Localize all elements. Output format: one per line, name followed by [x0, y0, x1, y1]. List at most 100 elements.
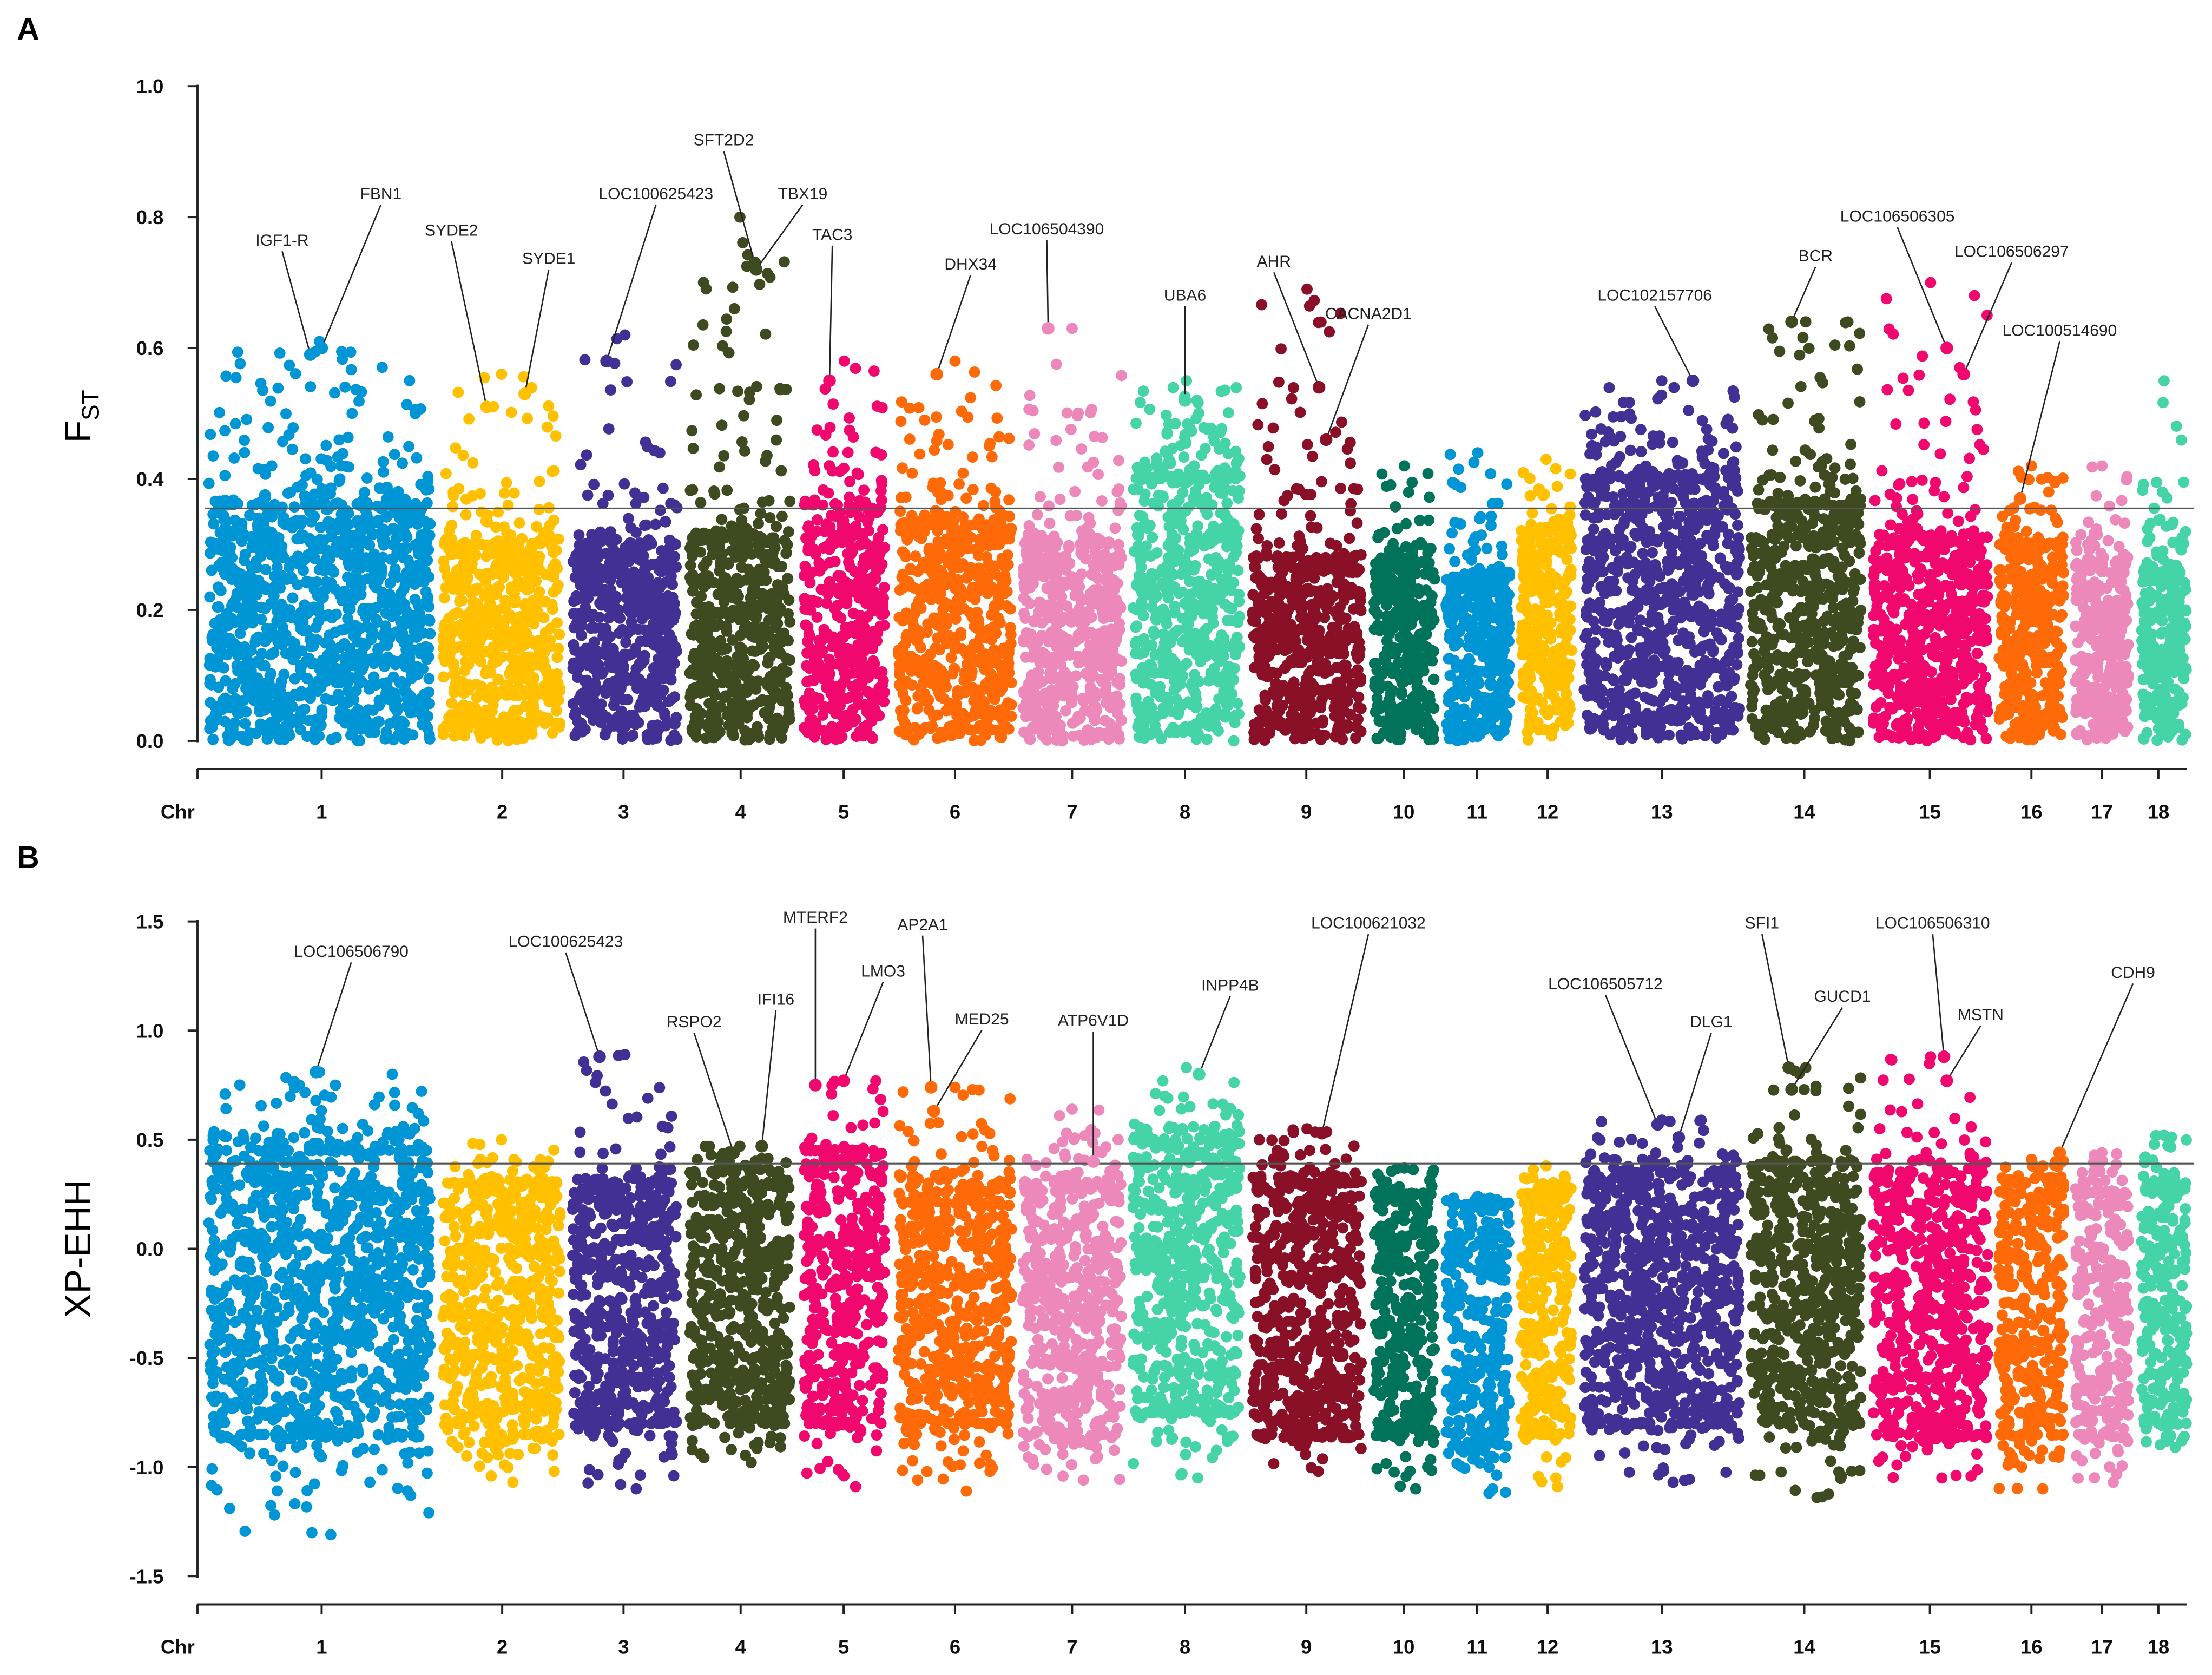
- data-point: [523, 636, 535, 648]
- data-point: [1024, 733, 1035, 745]
- data-point: [722, 710, 733, 721]
- data-point: [550, 430, 562, 442]
- data-point: [628, 594, 640, 606]
- data-point: [1205, 667, 1217, 679]
- data-point: [741, 574, 752, 586]
- data-point: [487, 658, 499, 669]
- data-point: [412, 608, 423, 620]
- data-point: [825, 688, 837, 700]
- data-point: [910, 550, 921, 562]
- data-point: [626, 538, 637, 549]
- data-point: [394, 721, 406, 733]
- data-point: [712, 654, 723, 666]
- data-point: [575, 459, 587, 471]
- data-point: [1103, 536, 1115, 548]
- data-point: [871, 400, 883, 412]
- data-point: [576, 573, 588, 584]
- data-point: [554, 628, 565, 640]
- data-point: [750, 586, 762, 598]
- data-point: [1078, 655, 1090, 667]
- data-point: [800, 619, 812, 631]
- data-point: [458, 699, 469, 711]
- data-point: [957, 539, 969, 551]
- data-point: [350, 384, 362, 396]
- data-point: [976, 626, 988, 638]
- data-point: [1210, 551, 1222, 563]
- data-point: [1018, 592, 1030, 604]
- data-point: [668, 658, 680, 669]
- data-point: [471, 692, 483, 704]
- data-point: [837, 662, 849, 674]
- data-point: [353, 678, 365, 689]
- data-point: [260, 583, 272, 595]
- data-point: [249, 601, 261, 613]
- data-point: [830, 510, 841, 522]
- data-point: [203, 477, 215, 489]
- data-point: [756, 597, 768, 609]
- data-point: [914, 448, 926, 460]
- data-point: [628, 710, 640, 722]
- data-point: [234, 627, 246, 639]
- data-point: [229, 418, 241, 430]
- data-point: [342, 697, 354, 708]
- data-point: [727, 592, 739, 603]
- data-point: [799, 603, 811, 615]
- data-point: [775, 465, 787, 477]
- data-point: [363, 561, 374, 573]
- data-point: [356, 656, 367, 668]
- data-point: [629, 487, 641, 499]
- data-point: [853, 592, 865, 604]
- data-point: [1234, 470, 1246, 482]
- data-point: [1232, 639, 1243, 651]
- data-point: [376, 586, 388, 598]
- data-point: [295, 686, 307, 698]
- data-point: [315, 719, 327, 731]
- data-point: [581, 449, 593, 461]
- data-point: [514, 517, 525, 529]
- data-point: [1130, 648, 1142, 659]
- data-point: [930, 411, 942, 423]
- data-point: [1049, 550, 1061, 562]
- data-point: [328, 387, 340, 399]
- data-point: [1228, 551, 1240, 563]
- data-point: [252, 692, 263, 704]
- data-point: [975, 734, 987, 746]
- data-point: [549, 717, 561, 729]
- data-point: [719, 572, 730, 584]
- data-point: [643, 534, 655, 546]
- data-point: [991, 412, 1003, 424]
- data-point: [589, 585, 601, 597]
- data-point: [929, 444, 940, 456]
- data-point: [1144, 403, 1156, 415]
- data-point: [542, 421, 554, 433]
- data-point: [582, 660, 594, 672]
- data-point: [1230, 382, 1242, 393]
- data-point: [373, 694, 385, 706]
- data-point: [690, 731, 702, 743]
- data-point: [615, 662, 627, 674]
- data-point: [273, 532, 285, 543]
- data-point: [861, 686, 873, 698]
- data-point: [1184, 546, 1196, 558]
- data-point: [548, 586, 559, 598]
- data-point: [423, 686, 435, 698]
- data-point: [1201, 733, 1213, 745]
- data-point: [697, 277, 709, 288]
- data-point: [687, 339, 699, 351]
- data-point: [660, 516, 672, 527]
- data-point: [241, 734, 253, 746]
- data-point: [380, 726, 392, 738]
- data-point: [280, 610, 292, 622]
- data-point: [214, 406, 226, 418]
- data-point: [1082, 724, 1094, 736]
- data-point: [205, 429, 216, 441]
- data-point: [404, 375, 416, 386]
- data-point: [868, 365, 880, 377]
- data-point: [221, 608, 233, 620]
- data-point: [808, 494, 820, 506]
- data-point: [899, 548, 911, 560]
- data-point: [718, 450, 730, 462]
- data-point: [1036, 676, 1048, 688]
- data-point: [398, 542, 410, 554]
- data-point: [1168, 684, 1180, 696]
